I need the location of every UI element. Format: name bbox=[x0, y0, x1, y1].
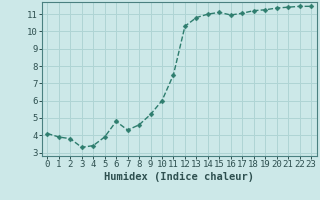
X-axis label: Humidex (Indice chaleur): Humidex (Indice chaleur) bbox=[104, 172, 254, 182]
